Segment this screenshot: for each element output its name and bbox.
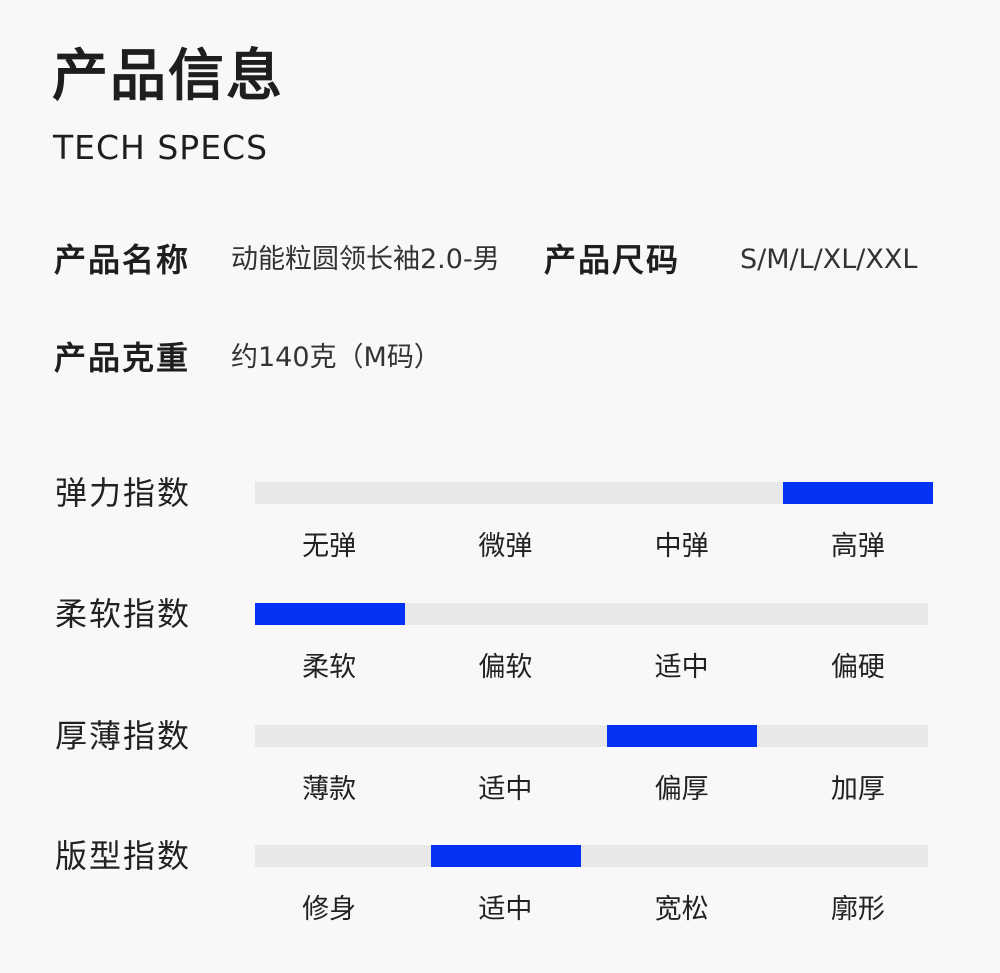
index-scale: 修身 适中 宽松 廓形	[241, 892, 946, 928]
page-title: 产品信息	[52, 44, 284, 109]
index-track	[255, 725, 928, 747]
index-label: 版型指数	[55, 837, 192, 875]
scale-label: 高弹	[830, 531, 885, 562]
index-indicator	[431, 845, 581, 867]
scale-label: 偏硬	[830, 652, 885, 683]
index-track	[255, 603, 928, 625]
scale-label: 宽松	[654, 894, 709, 925]
scale-label: 中弹	[654, 531, 709, 562]
scale-label: 偏软	[478, 652, 533, 683]
index-scale: 无弹 微弹 中弹 高弹	[241, 529, 946, 565]
index-track	[255, 482, 933, 504]
spec-label-size: 产品尺码	[544, 241, 681, 279]
scale-label: 加厚	[830, 774, 885, 805]
scale-label: 偏厚	[654, 774, 709, 805]
scale-label: 修身	[302, 894, 357, 925]
scale-label: 柔软	[302, 652, 357, 683]
scale-label: 薄款	[302, 774, 357, 805]
scale-label: 微弹	[478, 531, 533, 562]
page-subtitle: TECH SPECS	[53, 128, 269, 167]
scale-label: 适中	[478, 774, 533, 805]
index-scale: 柔软 偏软 适中 偏硬	[241, 650, 946, 686]
spec-label-weight: 产品克重	[54, 339, 191, 377]
scale-label: 适中	[654, 652, 709, 683]
index-indicator	[607, 725, 757, 747]
index-label: 弹力指数	[55, 474, 192, 512]
scale-label: 适中	[478, 894, 533, 925]
spec-value-name: 动能粒圆领长袖2.0-男	[231, 244, 500, 275]
spec-value-weight: 约140克（M码）	[231, 342, 441, 373]
scale-label: 廓形	[830, 894, 885, 925]
index-track	[255, 845, 928, 867]
index-scale: 薄款 适中 偏厚 加厚	[241, 772, 946, 808]
index-label: 厚薄指数	[55, 717, 192, 755]
spec-value-size: S/M/L/XL/XXL	[740, 244, 918, 275]
spec-label-name: 产品名称	[54, 241, 191, 279]
index-indicator	[255, 603, 405, 625]
scale-label: 无弹	[302, 531, 357, 562]
index-label: 柔软指数	[55, 595, 192, 633]
index-indicator	[783, 482, 933, 504]
